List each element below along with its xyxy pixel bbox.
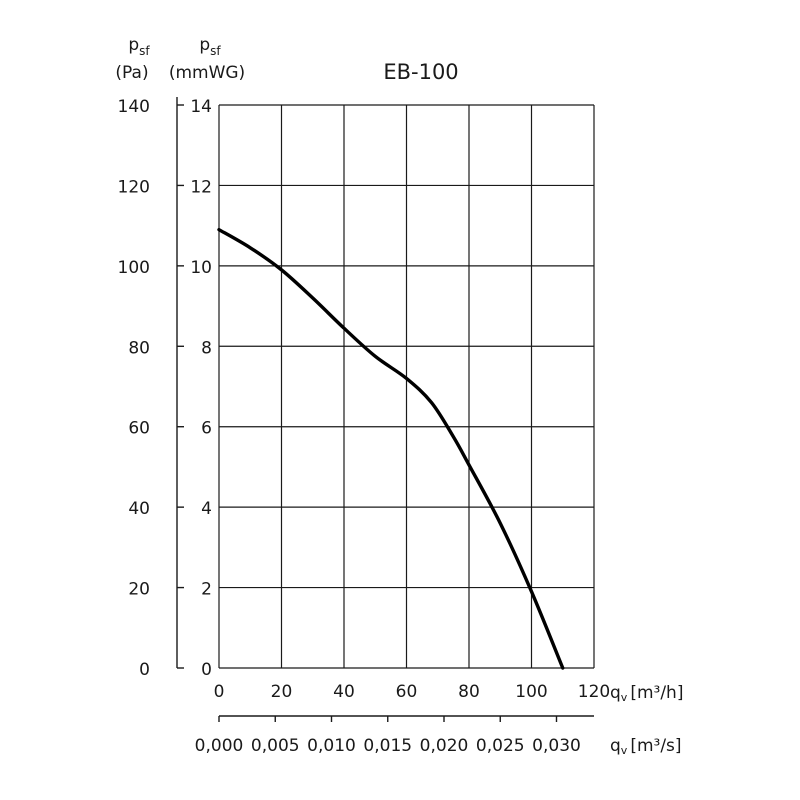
- y-inner-label-unit: (mmWG): [169, 63, 245, 83]
- x2-tick-label: 0,020: [420, 736, 469, 756]
- x-tick-label: 20: [271, 682, 293, 702]
- y-left-label-sub: sf: [139, 44, 150, 58]
- y-left-tick-label: 120: [118, 177, 150, 197]
- x2-tick-label: 0,010: [307, 736, 356, 756]
- x2-label-unit: [m³/s]: [630, 736, 681, 756]
- y-inner-tick-label: 2: [201, 580, 212, 600]
- y-inner-tick-label: 10: [190, 258, 212, 278]
- x2-label-main: q: [610, 736, 621, 756]
- y-left-tick-label: 140: [118, 97, 150, 117]
- x-label-main: q: [610, 683, 621, 703]
- x2-tick-label: 0,005: [251, 736, 300, 756]
- grid: [218, 104, 595, 669]
- y-inner-tick-label: 0: [201, 660, 212, 680]
- y-inner-axis-label: psf (mmWG): [169, 35, 245, 83]
- y-inner-tick-label: 14: [190, 97, 212, 117]
- chart-title: EB-100: [383, 60, 458, 84]
- x-tick-label: 120: [578, 682, 610, 702]
- x-tick-label: 100: [515, 682, 547, 702]
- y-left-tick-label: 20: [128, 580, 150, 600]
- y-inner-tick-label: 12: [190, 177, 212, 197]
- y-left-axis-label: psf (Pa): [115, 35, 150, 83]
- y-inner-tick-label: 8: [201, 338, 212, 358]
- x2-axis-label: qv [m³/s]: [610, 736, 682, 757]
- fan-curve-line: [217, 227, 565, 670]
- x2-tick-label: 0,030: [532, 736, 581, 756]
- axes: [176, 97, 594, 722]
- y-left-tick-label: 100: [118, 258, 150, 278]
- y-left-tick-label: 0: [139, 660, 150, 680]
- y-left-tick-label: 60: [128, 419, 150, 439]
- x-tick-label: 80: [458, 682, 480, 702]
- y-inner-tick-label: 6: [201, 419, 212, 439]
- svg-text:psf: psf: [199, 35, 221, 58]
- series-layer: [217, 227, 565, 670]
- y-inner-label-main: p: [199, 35, 210, 55]
- x2-label-sub: v: [621, 744, 628, 757]
- x-tick-label: 60: [396, 682, 418, 702]
- x2-tick-label: 0,025: [476, 736, 525, 756]
- y-left-label-main: p: [128, 35, 139, 55]
- x2-tick-label: 0,015: [363, 736, 412, 756]
- y-left-tick-label: 80: [128, 338, 150, 358]
- y-left-label-unit: (Pa): [115, 63, 148, 83]
- y-inner-label-sub: sf: [210, 44, 221, 58]
- y-left-tick-label: 40: [128, 499, 150, 519]
- x-label-unit: [m³/h]: [630, 683, 683, 703]
- x-axis-label: qv [m³/h]: [610, 683, 683, 704]
- svg-text:psf: psf: [128, 35, 150, 58]
- x-label-sub: v: [621, 691, 628, 704]
- x2-tick-label: 0,000: [195, 736, 244, 756]
- x-tick-label: 40: [333, 682, 355, 702]
- y-inner-tick-label: 4: [201, 499, 212, 519]
- x-tick-label: 0: [214, 682, 225, 702]
